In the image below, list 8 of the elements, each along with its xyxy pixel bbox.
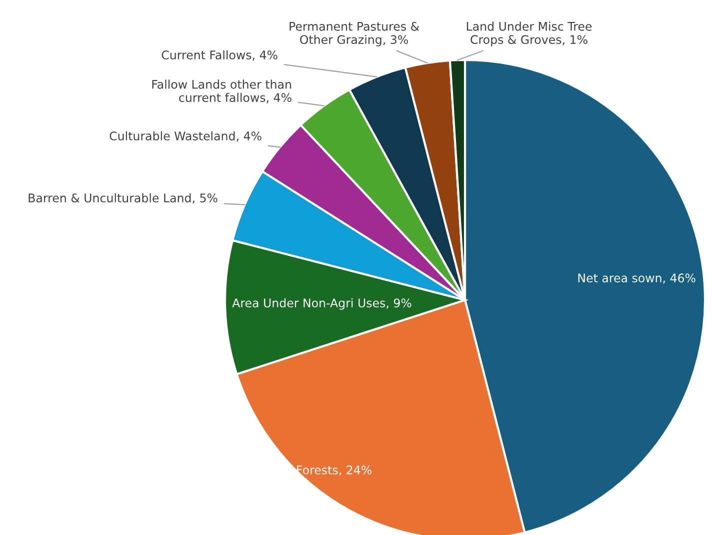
slice-label: Permanent Pastures & Other Grazing, 3% (290, 22, 420, 46)
slice-label: Land Under Misc Tree Crops & Groves, 1% (466, 22, 592, 46)
slice-label: Area Under Non-Agri Uses, 9% (232, 298, 412, 310)
slice-label: Barren & Unculturable Land, 5% (28, 193, 218, 204)
slice-label: Fallow Lands other than current fallows, 4% (152, 80, 292, 104)
slice-label: Culturable Wasteland, 4% (110, 131, 262, 142)
slice-label: Current Fallows, 4% (162, 50, 278, 61)
slice-label: Net area sown, 46% (578, 273, 696, 284)
